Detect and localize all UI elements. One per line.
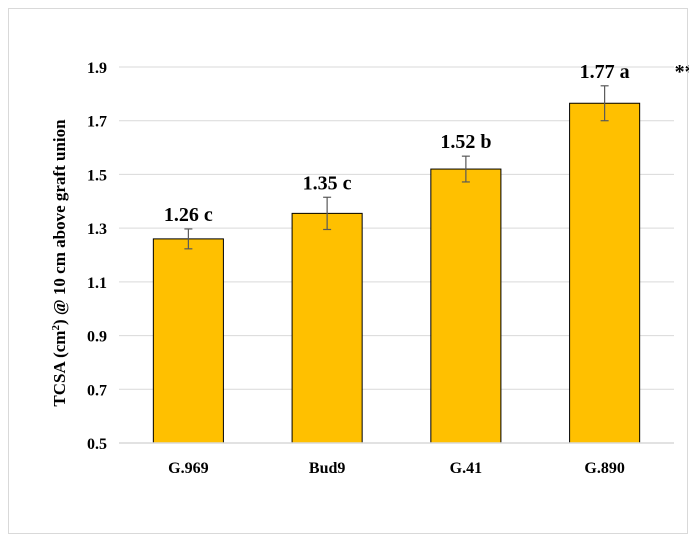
x-tick-label: Bud9 (309, 460, 345, 477)
y-tick-label: 1.5 (87, 167, 107, 184)
data-labels: 1.26 c 1.35 c 1.52 b 1.77 a (164, 61, 630, 226)
y-tick-label: 1.3 (87, 221, 107, 238)
data-label: 1.52 b (440, 131, 491, 153)
y-tick-label: 1.7 (87, 114, 107, 131)
y-tick-label: 0.9 (87, 329, 107, 346)
x-tick-label: G.41 (450, 460, 482, 477)
x-tick-labels: G.969 Bud9 G.41 G.890 (168, 460, 625, 477)
error-bars (184, 85, 609, 250)
bars (152, 102, 641, 444)
x-tick-label: G.969 (168, 460, 208, 477)
bar-chart: 0.50.70.91.11.31.51.71.9 G.969 Bud9 G.41 G.… (50, 60, 689, 477)
y-tick-label: 1.1 (87, 275, 107, 292)
data-label: 1.77 a (580, 61, 630, 83)
bar (430, 168, 502, 444)
x-tick-label: G.890 (584, 460, 624, 477)
y-tick-label: 0.7 (87, 382, 107, 399)
bar (569, 102, 641, 444)
y-tick-label: 0.5 (87, 436, 107, 453)
y-axis-title-part-2: ) @ 10 cm above graft union (50, 119, 69, 325)
y-tick-labels: 0.5 0.7 0.9 1.1 1.3 1.5 1.7 1.9 (87, 60, 107, 453)
bar (152, 238, 224, 444)
y-axis-title-superscript: 2 (50, 325, 62, 331)
y-axis-title: TCSA (cm2) @ 10 cm above graft union (50, 119, 69, 407)
data-label: 1.35 c (303, 172, 352, 194)
y-tick-label: 1.9 (87, 60, 107, 77)
significance-label: *** (675, 61, 689, 83)
data-label: 1.26 c (164, 204, 213, 226)
bar (291, 212, 363, 444)
chart-frame: 0.5 0.7 0.9 1.1 1.3 1.5 1.7 1.9 G.969 Bud9 G.41 G.… (8, 8, 689, 534)
y-axis-title-part-1: TCSA (cm (50, 331, 69, 407)
